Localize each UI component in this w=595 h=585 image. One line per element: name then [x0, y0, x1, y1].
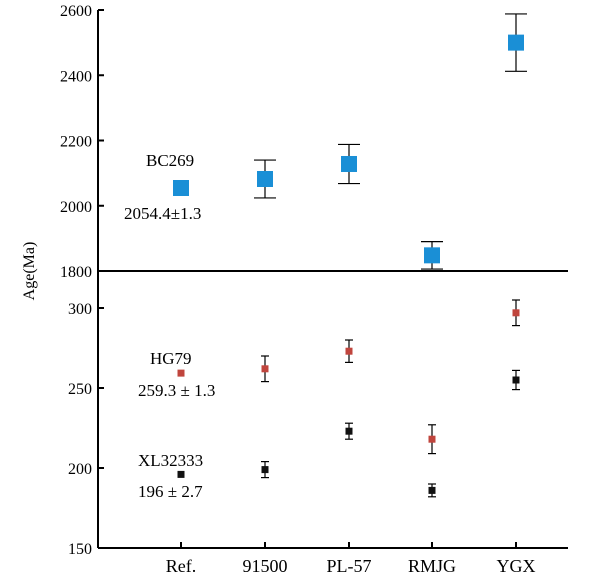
y-tick-label-0-2: 2200 [60, 134, 92, 151]
data-point-1-0-4 [512, 309, 520, 317]
annotation-xl-age: 196 ± 2.7 [138, 482, 203, 501]
data-point-0-0-3 [424, 247, 440, 264]
data-point-1-0-0 [177, 369, 185, 377]
data-point-1-0-3 [428, 435, 436, 443]
x-tick-label-2: PL-57 [327, 556, 372, 576]
annotation-xl-name: XL32333 [138, 451, 203, 470]
data-point-0-0-0 [173, 180, 189, 197]
x-tick-label-4: YGX [497, 556, 536, 576]
x-tick-label-3: RMJG [408, 556, 456, 576]
y-tick-label-0-0: 1800 [60, 264, 92, 281]
data-point-0-0-1 [257, 170, 273, 187]
x-tick-label-1: 91500 [243, 556, 288, 576]
annotation-bc-name: BC269 [146, 151, 194, 170]
data-point-1-1-0 [177, 470, 185, 478]
data-point-1-0-1 [261, 365, 269, 373]
y-tick-label-1-3: 300 [68, 301, 92, 318]
y-tick-label-0-4: 2600 [60, 3, 92, 20]
data-point-0-0-4 [508, 34, 524, 51]
data-point-0-0-2 [341, 155, 357, 172]
x-tick-label-0: Ref. [166, 556, 197, 576]
data-point-1-0-2 [345, 347, 353, 355]
data-point-1-1-1 [261, 466, 269, 474]
bottom-panel [97, 271, 568, 549]
y-tick-label-0-3: 2400 [60, 68, 92, 85]
y-axis-title: Age(Ma) [21, 242, 38, 301]
y-tick-label-1-0: 150 [68, 541, 92, 558]
annotation-bc-age: 2054.4±1.3 [124, 204, 201, 223]
annotation-hg-name: HG79 [150, 349, 192, 368]
data-point-1-1-4 [512, 376, 520, 384]
annotation-hg-age: 259.3 ± 1.3 [138, 381, 215, 400]
data-point-1-1-3 [428, 486, 436, 494]
data-point-1-1-2 [345, 427, 353, 435]
y-tick-label-1-1: 200 [68, 461, 92, 478]
y-tick-label-1-2: 250 [68, 381, 92, 398]
y-tick-label-0-1: 2000 [60, 199, 92, 216]
